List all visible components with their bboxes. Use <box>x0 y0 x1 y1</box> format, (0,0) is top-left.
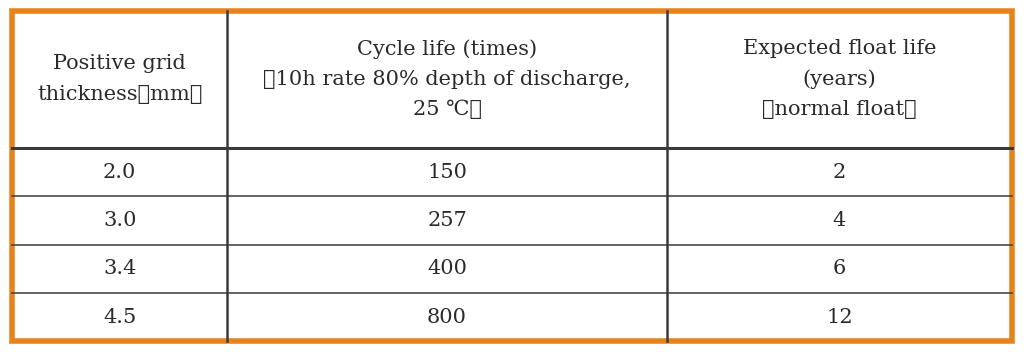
Text: 800: 800 <box>427 308 467 327</box>
Text: 257: 257 <box>427 211 467 230</box>
Text: 4.5: 4.5 <box>103 308 136 327</box>
Text: Expected float life: Expected float life <box>742 39 936 58</box>
Text: 3.0: 3.0 <box>103 211 136 230</box>
Text: (years): (years) <box>803 69 877 89</box>
Text: 2: 2 <box>833 163 846 182</box>
Text: 3.4: 3.4 <box>103 259 136 278</box>
Text: 150: 150 <box>427 163 467 182</box>
Text: （10h rate 80% depth of discharge,: （10h rate 80% depth of discharge, <box>263 70 631 89</box>
Text: Positive grid: Positive grid <box>53 55 186 74</box>
Text: （normal float）: （normal float） <box>762 100 916 119</box>
Text: 400: 400 <box>427 259 467 278</box>
Text: thickness（mm）: thickness（mm） <box>37 85 203 104</box>
Text: 2.0: 2.0 <box>103 163 136 182</box>
Text: 25 ℃）: 25 ℃） <box>413 100 481 119</box>
Text: 12: 12 <box>826 308 853 327</box>
Text: Cycle life (times): Cycle life (times) <box>357 39 538 59</box>
Text: 6: 6 <box>833 259 846 278</box>
Text: 4: 4 <box>833 211 846 230</box>
